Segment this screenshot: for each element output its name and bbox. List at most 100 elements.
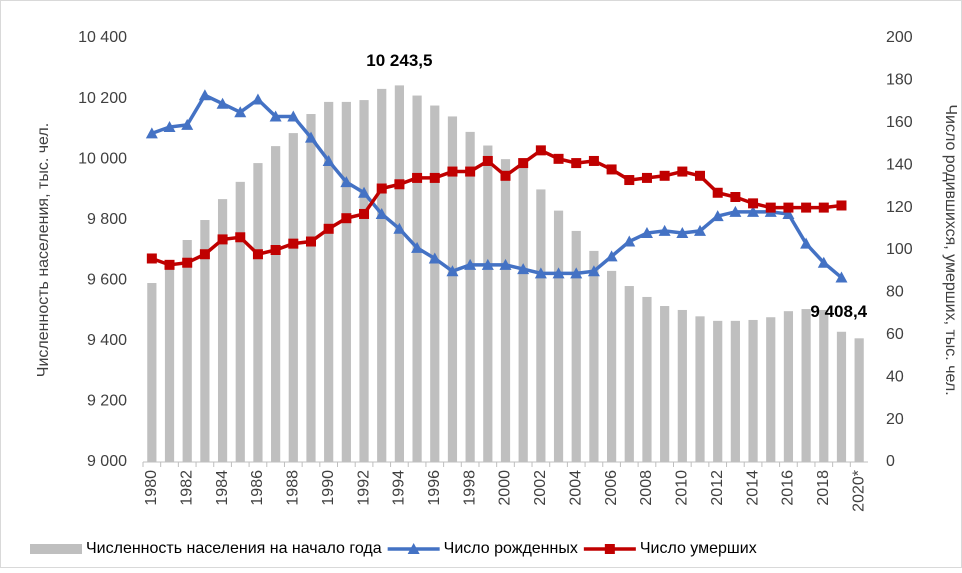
bar [589,250,599,462]
bar [235,181,245,462]
x-tick-label: 1996 [426,470,443,506]
marker [677,166,688,177]
marker [341,213,352,224]
marker [587,265,600,277]
marker [163,121,176,133]
data-label: 9 408,4 [810,302,867,321]
x-tick-label: 2002 [532,470,549,506]
bar [430,105,440,462]
bar [677,309,687,462]
bar [359,100,369,462]
bar [253,163,263,462]
legend-label: Число рожденных [444,540,578,557]
y-tick-label: 9 800 [87,211,127,228]
bar [377,88,387,462]
bar [606,270,617,462]
marker [251,93,264,105]
marker [588,155,599,166]
marker [695,170,706,181]
x-tick-label: 2000 [497,470,514,506]
bar [695,316,705,462]
y-tick-label: 10 400 [78,29,127,46]
x-tick-label: 2006 [603,470,620,506]
legend-label: Численность населения на начало года [86,540,382,557]
marker [606,164,617,175]
marker [518,158,529,169]
y-tick-label: 10 200 [78,90,127,107]
y-tick-label: 10 000 [78,150,127,167]
marker [287,110,300,122]
bar [394,85,405,462]
marker [730,192,741,202]
x-tick-label: 1984 [214,470,231,506]
marker [216,97,229,109]
marker [605,250,618,262]
legend-marker [407,543,420,554]
bar [200,220,210,462]
marker [694,224,707,236]
marker [412,172,423,183]
line [151,148,842,267]
data-label: 10 243,5 [366,51,432,70]
marker [748,198,759,209]
bar [553,210,564,462]
marker [340,176,353,188]
x-tick-label: 2018 [815,470,832,506]
y2-tick-label: 140 [886,156,913,173]
bar [836,331,847,462]
marker [322,154,335,166]
x-tick-label: 2014 [744,470,761,506]
y2-tick-label: 100 [886,241,913,258]
legend-label: Число умерших [640,540,757,557]
legend-swatch [30,544,82,554]
marker [817,256,830,268]
marker [500,170,511,181]
marker [481,258,494,270]
bar [288,133,298,462]
x-tick-label: 1990 [320,470,337,506]
marker [801,202,812,213]
marker [818,202,829,213]
y2-tick-label: 40 [886,368,904,385]
marker [640,227,653,239]
bar [571,230,581,462]
marker [570,267,583,279]
marker [535,145,546,156]
marker [145,127,158,139]
y2-tick-label: 60 [886,326,904,343]
x-tick-label: 1982 [178,470,195,506]
bar [217,199,228,462]
bar [801,309,811,462]
marker [624,175,635,186]
marker [411,241,424,253]
marker [446,265,459,277]
bar [624,286,634,462]
marker [641,172,652,183]
x-tick-label: 2004 [567,470,584,506]
marker [375,207,388,219]
marker [304,131,317,143]
x-tick-label: 1986 [249,470,266,506]
legend-marker [604,544,615,554]
marker [676,227,689,239]
bar [164,262,175,462]
bar [783,311,794,462]
bar [660,306,670,462]
marker [552,267,565,279]
x-tick-label: 2020* [850,470,867,512]
marker [836,200,847,211]
marker [782,207,795,219]
y2-tick-label: 200 [886,29,913,46]
y-tick-label: 9 600 [87,272,127,289]
marker [376,183,387,194]
marker [835,271,848,283]
bar [536,189,546,462]
marker [659,170,670,181]
marker [800,237,813,249]
bar [713,320,723,462]
marker [464,258,477,270]
marker [712,187,723,198]
marker [517,263,530,275]
y2-tick-label: 160 [886,114,913,131]
